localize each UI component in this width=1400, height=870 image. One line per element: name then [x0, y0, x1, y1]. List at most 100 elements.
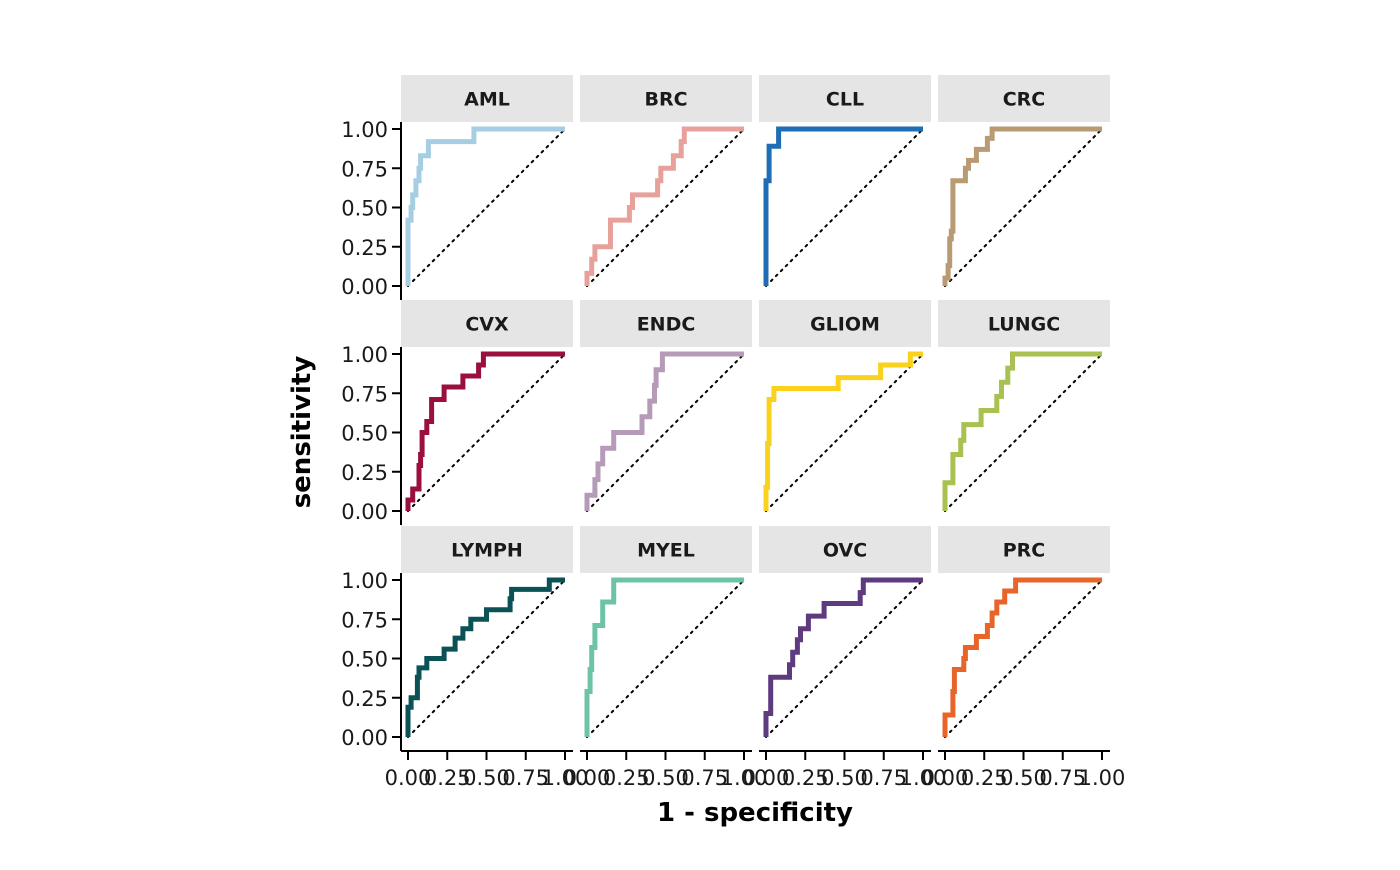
x-tick-label: 0.75 [502, 766, 549, 790]
panel-brc: BRC [580, 75, 752, 287]
y-tick-label: 0.00 [341, 275, 388, 299]
strip-background [580, 300, 752, 347]
x-tick-label: 0.50 [1000, 766, 1047, 790]
roc-curve-lungc [942, 351, 1102, 511]
x-tick-label: 0.50 [821, 766, 868, 790]
strip-background [938, 75, 1110, 122]
x-tick-label: 0.00 [564, 766, 611, 790]
strip-background [580, 526, 752, 573]
reference-diagonal [765, 128, 924, 287]
reference-diagonal [944, 128, 1103, 287]
x-tick-label: 0.50 [642, 766, 689, 790]
strip-label: CRC [1003, 89, 1046, 111]
roc-curve-brc [584, 126, 744, 286]
y-tick-label: 1.00 [341, 118, 388, 142]
panel-ovc: OVC [759, 526, 931, 738]
reference-diagonal [407, 579, 566, 738]
strip-label: LUNGC [988, 314, 1060, 336]
reference-diagonal [586, 128, 745, 287]
strip-background [759, 300, 931, 347]
panel-crc: CRC [938, 75, 1110, 287]
x-tick-label: 0.00 [922, 766, 969, 790]
x-axis-col-3: 0.000.250.500.751.00 [743, 750, 947, 790]
strip-label: CLL [826, 89, 864, 111]
roc-curve-aml [405, 126, 565, 286]
panel-gliom: GLIOM [759, 300, 931, 512]
strip-background [401, 526, 573, 573]
y-tick-label: 0.75 [341, 382, 388, 406]
x-tick-label: 0.00 [743, 766, 790, 790]
strip-background [580, 75, 752, 122]
panel-cvx: CVX [401, 300, 573, 512]
reference-diagonal [586, 579, 745, 738]
x-tick-label: 0.00 [385, 766, 432, 790]
y-tick-label: 0.75 [341, 157, 388, 181]
x-axis-col-1: 0.000.250.500.751.00 [385, 750, 589, 790]
x-tick-label: 1.00 [721, 766, 768, 790]
y-tick-label: 1.00 [341, 343, 388, 367]
roc-curve-endc [584, 351, 744, 511]
y-axis-row-1: 0.00 0.25 0.50 0.75 1.00 [341, 118, 402, 300]
x-tick-label: 0.25 [961, 766, 1008, 790]
y-tick-label: 0.25 [341, 687, 388, 711]
reference-diagonal [944, 353, 1103, 512]
x-tick-label: 0.25 [603, 766, 650, 790]
roc-curve-ovc [763, 577, 923, 737]
reference-diagonal [765, 579, 924, 738]
y-tick-label: 0.25 [341, 236, 388, 260]
reference-diagonal [407, 128, 566, 287]
y-tick-label: 0.75 [341, 608, 388, 632]
x-tick-label: 1.00 [1079, 766, 1126, 790]
x-tick-label: 0.75 [1039, 766, 1086, 790]
y-tick-label: 0.50 [341, 422, 388, 446]
y-axis-title: sensitivity [287, 356, 317, 509]
reference-diagonal [407, 353, 566, 512]
panel-prc: PRC [938, 526, 1110, 738]
strip-label: PRC [1003, 540, 1046, 562]
y-axis-row-2: 0.00 0.25 0.50 0.75 1.00 [341, 343, 402, 525]
panel-cll: CLL [759, 75, 931, 287]
strip-label: CVX [465, 314, 509, 336]
y-tick-label: 0.50 [341, 648, 388, 672]
roc-curve-lymph [405, 577, 565, 737]
x-axis-col-2: 0.000.250.500.751.00 [564, 750, 768, 790]
x-tick-label: 0.75 [860, 766, 907, 790]
strip-label: OVC [823, 540, 867, 562]
x-axis-col-4: 0.000.250.500.751.00 [922, 750, 1126, 790]
strip-background [759, 75, 931, 122]
panel-endc: ENDC [580, 300, 752, 512]
roc-curve-crc [942, 126, 1102, 286]
panel-myel: MYEL [580, 526, 752, 738]
y-tick-label: 0.50 [341, 197, 388, 221]
x-tick-label: 0.25 [782, 766, 829, 790]
strip-background [401, 300, 573, 347]
x-tick-label: 1.00 [542, 766, 589, 790]
strip-label: AML [464, 89, 510, 111]
panel-lungc: LUNGC [938, 300, 1110, 512]
panel-lymph: LYMPH [401, 526, 573, 738]
roc-curve-gliom [763, 351, 923, 511]
strip-background [938, 526, 1110, 573]
strip-background [759, 526, 931, 573]
strip-label: ENDC [637, 314, 696, 336]
reference-diagonal [765, 353, 924, 512]
roc-curve-cll [763, 126, 923, 286]
strip-label: BRC [644, 89, 687, 111]
strip-label: GLIOM [810, 314, 880, 336]
y-tick-label: 1.00 [341, 569, 388, 593]
strip-background [401, 75, 573, 122]
reference-diagonal [944, 579, 1103, 738]
strip-label: MYEL [637, 540, 695, 562]
strip-label: LYMPH [451, 540, 523, 562]
x-tick-label: 1.00 [900, 766, 947, 790]
panel-aml: AML [401, 75, 573, 287]
x-tick-label: 0.50 [463, 766, 510, 790]
roc-curve-prc [942, 577, 1102, 737]
reference-diagonal [586, 353, 745, 512]
roc-curve-myel [584, 577, 744, 737]
x-tick-label: 0.25 [424, 766, 471, 790]
y-tick-label: 0.00 [341, 726, 388, 750]
y-tick-label: 0.25 [341, 461, 388, 485]
